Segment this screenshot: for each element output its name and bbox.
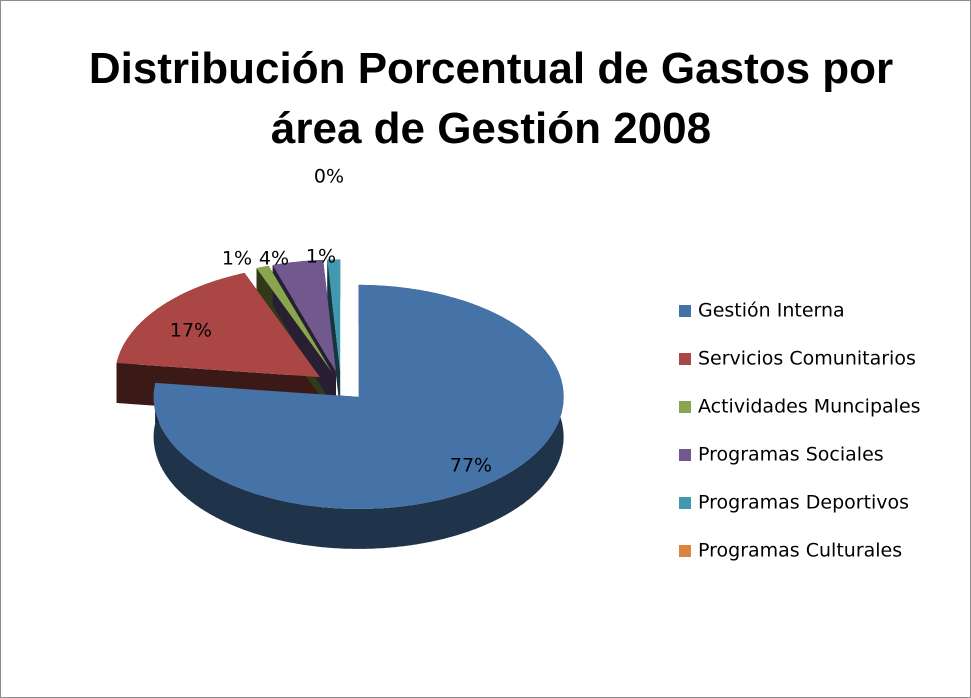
- legend-swatch: [679, 497, 691, 509]
- slice: [327, 259, 341, 372]
- legend-swatch: [679, 401, 691, 413]
- legend-swatch: [679, 449, 691, 461]
- data-label: 4%: [259, 248, 289, 270]
- legend-swatch: [679, 353, 691, 365]
- legend-label: Programas Deportivos: [698, 492, 909, 514]
- legend-label: Servicios Comunitarios: [698, 348, 916, 370]
- data-label: 17%: [170, 320, 212, 342]
- legend-swatch: [679, 305, 691, 317]
- data-label: 1%: [306, 246, 336, 268]
- legend-label: Actividades Muncipales: [698, 396, 921, 418]
- legend-swatch: [679, 545, 691, 557]
- slice: [153, 284, 564, 509]
- legend-label: Gestión Interna: [698, 300, 845, 322]
- data-label: 1%: [222, 248, 252, 270]
- slice: [116, 272, 320, 378]
- slice: [272, 259, 336, 372]
- slice: [256, 265, 332, 373]
- legend-label: Programas Sociales: [698, 444, 884, 466]
- chart-title: Distribución Porcentual de Gastos por ár…: [88, 44, 894, 153]
- data-label: 77%: [450, 455, 492, 477]
- legend-label: Programas Culturales: [698, 540, 902, 562]
- slice-wall: [327, 259, 341, 412]
- data-label: 0%: [314, 166, 344, 188]
